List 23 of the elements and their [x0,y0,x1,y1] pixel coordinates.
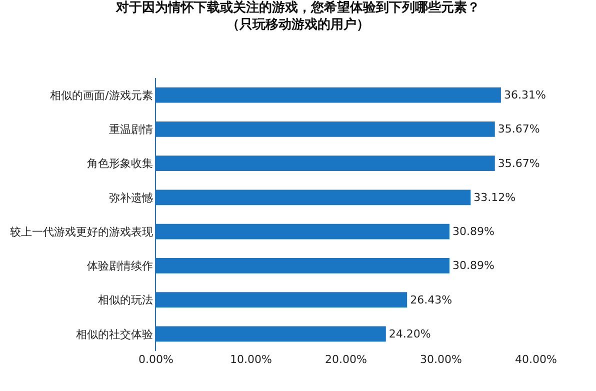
y-tick-label: 弥补遗憾 [108,191,153,204]
data-label: 30.89% [452,225,494,238]
x-tick-label: 40.00% [515,353,557,366]
chart-title: 对于因为情怀下载或关注的游戏，您希望体验到下列哪些元素？ [115,0,480,16]
y-tick-label: 重温剧情 [108,123,153,136]
data-label: 36.31% [504,88,546,102]
data-label: 35.67% [498,122,540,136]
data-label: 35.67% [498,156,540,170]
y-tick-label: 相似的画面/游戏元素 [50,88,153,102]
x-tick-label: 30.00% [420,353,462,366]
data-label: 33.12% [474,190,516,204]
y-tick-label: 较上一代游戏更好的游戏表现 [10,225,153,238]
x-tick-label: 10.00% [230,353,272,366]
data-label: 24.20% [388,327,431,340]
x-tick-label: 20.00% [325,353,367,366]
data-label: 26.43% [410,293,452,306]
chart-subtitle: （只玩移动游戏的用户） [226,16,370,33]
data-label: 30.89% [452,259,494,272]
x-tick-label: 0.00% [138,353,174,366]
y-tick-label: 相似的社交体验 [76,328,153,341]
y-tick-label: 相似的玩法 [98,294,153,307]
y-tick-label: 角色形象收集 [86,157,153,170]
y-tick-label: 体验剧情续作 [86,260,153,273]
